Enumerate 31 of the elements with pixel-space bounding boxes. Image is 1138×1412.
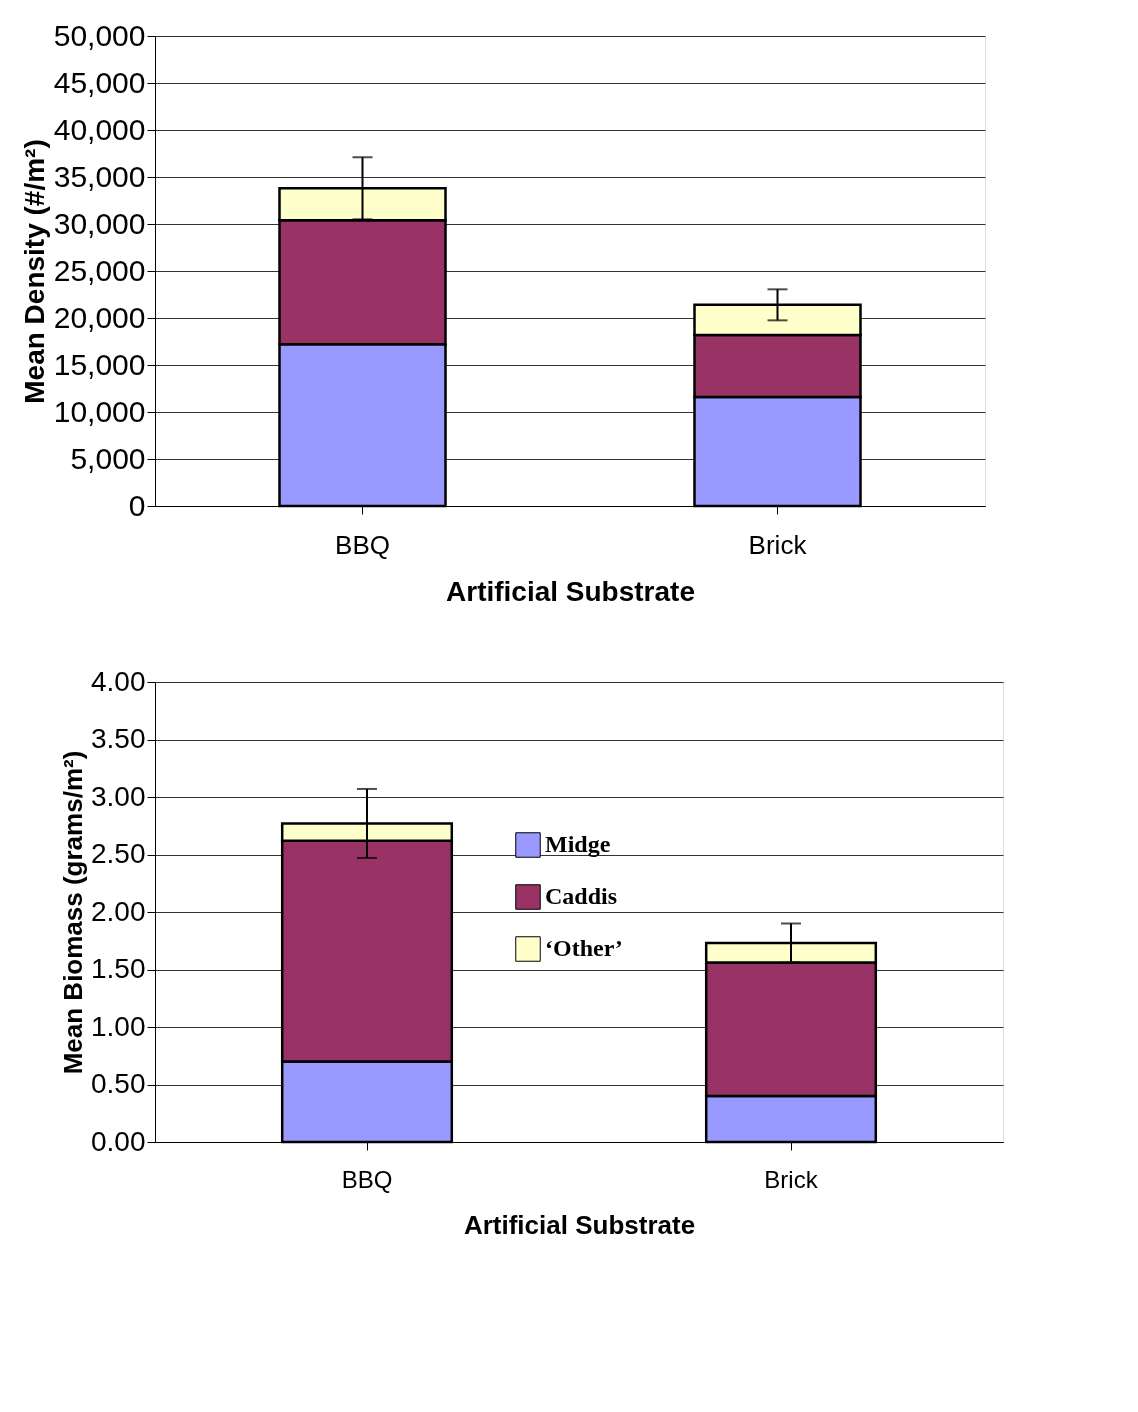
y-tick-label: 5,000	[70, 441, 146, 475]
x-tick-label: BBQ	[335, 529, 390, 560]
y-tick-label: 15,000	[53, 347, 146, 381]
y-tick-label: 25,000	[53, 253, 146, 287]
y-axis-title: Mean Density (#/m²)	[18, 139, 50, 404]
legend-label: Caddis	[545, 883, 618, 909]
x-tick-label: Brick	[748, 529, 808, 560]
y-tick-label: 1.50	[91, 953, 146, 984]
y-axis-title: Mean Biomass (grams/m²)	[58, 750, 88, 1075]
y-tick-label: 3.00	[91, 780, 146, 812]
y-tick-label: 30,000	[53, 206, 146, 240]
y-tick-label: 0.00	[91, 1125, 146, 1157]
x-tick-label: BBQ	[341, 1165, 393, 1193]
y-tick-label: 2.50	[91, 838, 146, 869]
x-axis-title: Artificial Substrate	[446, 575, 695, 607]
y-tick-label: 40,000	[53, 112, 146, 146]
y-tick-label: 0.50	[91, 1068, 146, 1099]
y-tick-label: 1.00	[91, 1010, 146, 1042]
x-tick-label: Brick	[764, 1165, 819, 1193]
y-tick-label: 4.00	[91, 665, 146, 697]
y-tick-label: 45,000	[53, 65, 146, 99]
y-tick-label: 10,000	[53, 394, 146, 428]
y-tick-label: 2.00	[91, 895, 146, 927]
y-tick-label: 0	[128, 488, 146, 522]
legend-label: Midge	[545, 831, 611, 857]
y-tick-label: 35,000	[53, 159, 146, 193]
y-tick-label: 50,000	[53, 18, 146, 52]
legend-label: ‘Other’	[545, 935, 623, 961]
x-axis-title: Artificial Substrate	[463, 1209, 696, 1240]
y-tick-label: 3.50	[91, 723, 146, 754]
y-tick-label: 20,000	[53, 300, 146, 334]
